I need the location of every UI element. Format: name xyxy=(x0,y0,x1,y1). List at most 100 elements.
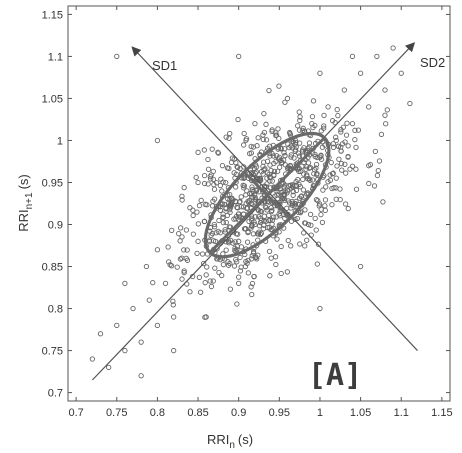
data-point xyxy=(235,205,241,211)
data-point xyxy=(226,207,233,213)
sd2-label: SD2 xyxy=(420,55,445,70)
data-point xyxy=(264,175,270,181)
y-tick-label: 0.7 xyxy=(48,388,63,400)
data-point xyxy=(287,130,293,137)
data-point xyxy=(329,171,336,177)
data-point xyxy=(313,196,320,203)
data-point xyxy=(262,204,269,210)
data-point xyxy=(290,183,296,189)
data-point xyxy=(167,262,173,268)
data-point xyxy=(299,163,305,169)
data-point xyxy=(220,214,226,220)
data-point xyxy=(249,184,255,190)
data-point xyxy=(344,120,350,126)
data-point xyxy=(196,202,203,209)
data-point xyxy=(271,168,278,175)
sd1-label: SD1 xyxy=(152,58,177,73)
data-point xyxy=(319,219,326,226)
data-point xyxy=(384,107,390,113)
data-point xyxy=(261,213,267,219)
data-point xyxy=(202,280,208,286)
data-point xyxy=(228,159,235,166)
data-point xyxy=(211,221,217,228)
data-point xyxy=(349,121,356,127)
data-point xyxy=(255,252,261,258)
data-point xyxy=(317,201,323,207)
data-point xyxy=(258,149,265,155)
y-tick-label: 1 xyxy=(57,135,63,147)
data-point xyxy=(267,273,273,279)
data-point xyxy=(295,177,301,183)
data-point xyxy=(293,203,299,210)
data-point xyxy=(200,260,207,267)
data-point xyxy=(169,227,175,234)
data-point xyxy=(275,126,281,132)
data-point xyxy=(171,347,177,354)
data-point xyxy=(282,99,288,105)
data-point xyxy=(281,150,287,156)
data-point xyxy=(292,216,298,223)
y-tick-label: 0.8 xyxy=(48,304,63,316)
data-point xyxy=(333,134,339,140)
data-point xyxy=(292,200,299,207)
data-point xyxy=(236,238,242,244)
data-point xyxy=(177,225,184,231)
data-point xyxy=(216,269,222,276)
data-point xyxy=(237,268,244,274)
data-point xyxy=(309,177,316,183)
x-tick-label: 1.05 xyxy=(350,407,371,419)
data-point xyxy=(290,188,296,195)
data-point xyxy=(198,197,204,204)
data-point xyxy=(236,53,242,60)
data-point xyxy=(227,203,233,209)
data-point xyxy=(223,134,229,140)
data-point xyxy=(317,70,323,76)
data-point xyxy=(288,152,294,158)
data-point xyxy=(296,109,302,115)
data-point xyxy=(278,270,284,277)
data-point xyxy=(366,180,372,187)
data-point xyxy=(212,238,219,245)
data-point xyxy=(114,322,120,329)
data-point xyxy=(264,170,271,176)
data-point xyxy=(310,98,317,104)
data-point xyxy=(295,150,301,156)
y-axis-label-unit: (s) xyxy=(16,174,31,189)
data-point xyxy=(335,143,342,149)
sd2-axis-line xyxy=(91,42,416,381)
data-point xyxy=(228,195,235,202)
data-point xyxy=(206,237,213,243)
data-point xyxy=(170,302,176,308)
data-point xyxy=(251,274,257,280)
data-point xyxy=(343,132,350,138)
data-point xyxy=(245,228,251,235)
data-point xyxy=(321,112,327,119)
data-point xyxy=(252,121,258,127)
data-point xyxy=(294,215,300,222)
data-point xyxy=(366,104,372,110)
data-point xyxy=(183,255,189,262)
data-point xyxy=(181,247,187,253)
data-point xyxy=(212,265,218,271)
data-point xyxy=(380,199,386,205)
data-point xyxy=(266,217,272,224)
data-point xyxy=(220,262,227,268)
data-point xyxy=(170,298,176,304)
data-point xyxy=(130,305,136,312)
data-point xyxy=(297,117,303,124)
data-point xyxy=(337,196,343,203)
data-point xyxy=(336,156,342,162)
data-point xyxy=(288,143,294,149)
data-point xyxy=(138,339,144,345)
data-point xyxy=(223,180,229,186)
data-point xyxy=(378,131,385,138)
data-point xyxy=(249,215,255,221)
data-point xyxy=(230,240,236,246)
data-point xyxy=(248,284,254,290)
data-point xyxy=(220,219,226,226)
data-point xyxy=(165,244,171,250)
data-point xyxy=(210,278,216,284)
data-point xyxy=(298,193,304,200)
data-point xyxy=(201,147,207,153)
data-point xyxy=(322,197,329,203)
